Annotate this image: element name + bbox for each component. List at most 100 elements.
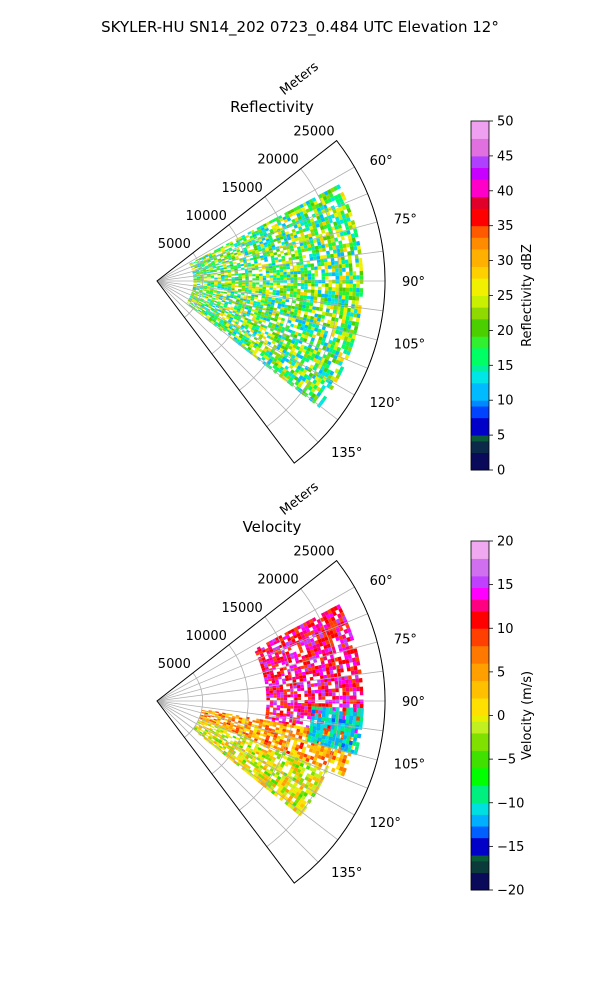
echo-cell <box>273 692 277 696</box>
echo-cell <box>204 710 209 713</box>
echo-cell <box>335 699 340 704</box>
echo-cell <box>307 283 312 287</box>
echo-cell <box>334 741 339 747</box>
echo-cell <box>223 729 228 733</box>
echo-cell <box>193 303 198 306</box>
echo-cell <box>266 660 271 665</box>
echo-cell <box>320 660 325 665</box>
echo-cell <box>314 231 319 236</box>
echo-cell <box>238 719 243 722</box>
colorbar-swatch <box>471 773 489 780</box>
echo-cell <box>356 279 360 284</box>
echo-cell <box>325 194 331 200</box>
echo-cell <box>297 322 302 327</box>
echo-cell <box>237 748 242 753</box>
echo-cell <box>307 279 312 284</box>
echo-cell <box>340 771 346 777</box>
echo-cell <box>258 723 263 727</box>
echo-cell <box>246 245 251 249</box>
echo-cell <box>248 272 253 275</box>
echo-cell <box>310 243 315 248</box>
echo-cell <box>254 247 259 251</box>
echo-cell <box>296 625 302 630</box>
echo-cell <box>290 705 295 709</box>
echo-cell <box>196 278 201 280</box>
echo-cell <box>305 620 311 626</box>
echo-cell <box>248 721 253 724</box>
echo-cell <box>348 740 353 746</box>
colorbar-swatch <box>471 668 489 676</box>
echo-cell <box>330 677 335 682</box>
echo-cell <box>298 252 303 256</box>
echo-cell <box>323 678 328 683</box>
echo-cell <box>273 780 279 786</box>
colorbar-swatch <box>471 855 489 862</box>
echo-cell <box>317 218 322 224</box>
echo-cell <box>199 289 203 292</box>
echo-cell <box>220 255 224 259</box>
echo-cell <box>207 276 211 278</box>
echo-cell <box>248 733 253 737</box>
echo-cell <box>275 225 280 230</box>
echo-cell <box>290 792 296 798</box>
echo-cell <box>232 249 237 252</box>
echo-cell <box>352 283 357 288</box>
echo-cell <box>307 667 312 671</box>
echo-cell <box>262 773 267 778</box>
echo-cell <box>266 303 271 307</box>
azimuth-tick-label: 75° <box>394 632 417 647</box>
echo-cell <box>335 688 339 693</box>
echo-cell <box>236 295 241 299</box>
echo-cell <box>272 292 277 296</box>
echo-cell <box>223 303 228 307</box>
echo-cell <box>203 272 207 274</box>
echo-cell <box>280 370 286 376</box>
colorbar-tick-label: 15 <box>497 578 514 593</box>
echo-cell <box>210 288 214 291</box>
echo-cell <box>294 217 299 222</box>
echo-cell <box>288 640 293 645</box>
echo-cell <box>322 760 328 766</box>
echo-cell <box>301 356 307 361</box>
echo-cell <box>248 284 253 287</box>
echo-cell <box>352 271 357 276</box>
echo-cell <box>252 720 257 723</box>
echo-cell <box>196 279 201 281</box>
echo-cell <box>342 279 346 284</box>
echo-cell <box>258 650 263 655</box>
echo-cell <box>343 628 349 635</box>
echo-cell <box>241 337 246 341</box>
echo-cell <box>276 755 281 760</box>
colorbar-tick-label: 40 <box>497 184 514 199</box>
echo-cell <box>285 299 290 303</box>
echo-cell <box>249 773 254 778</box>
echo-cell <box>252 325 257 329</box>
echo-cell <box>214 259 218 262</box>
echo-cell <box>270 642 275 647</box>
echo-cell <box>248 723 252 726</box>
echo-cell <box>247 307 252 311</box>
azimuth-spoke <box>156 700 339 841</box>
echo-cell <box>239 763 244 767</box>
echo-cell <box>316 774 322 780</box>
echo-cell <box>313 296 318 301</box>
echo-cell <box>314 733 320 738</box>
echo-cell <box>280 274 284 278</box>
echo-cell <box>289 652 294 657</box>
echo-cell <box>279 269 284 273</box>
echo-cell <box>260 245 265 249</box>
echo-cell <box>314 703 319 707</box>
echo-cell <box>305 781 311 786</box>
echo-cell <box>331 755 337 761</box>
echo-cell <box>206 291 210 293</box>
echo-cell <box>297 666 302 671</box>
echo-cell <box>243 757 248 762</box>
echo-cell <box>328 736 333 741</box>
echo-cell <box>223 721 227 725</box>
colorbar-swatch <box>471 651 489 658</box>
echo-cell <box>239 319 244 323</box>
echo-cell <box>297 370 303 375</box>
echo-cell <box>320 365 326 371</box>
echo-cell <box>212 318 217 322</box>
echo-cell <box>353 325 359 331</box>
